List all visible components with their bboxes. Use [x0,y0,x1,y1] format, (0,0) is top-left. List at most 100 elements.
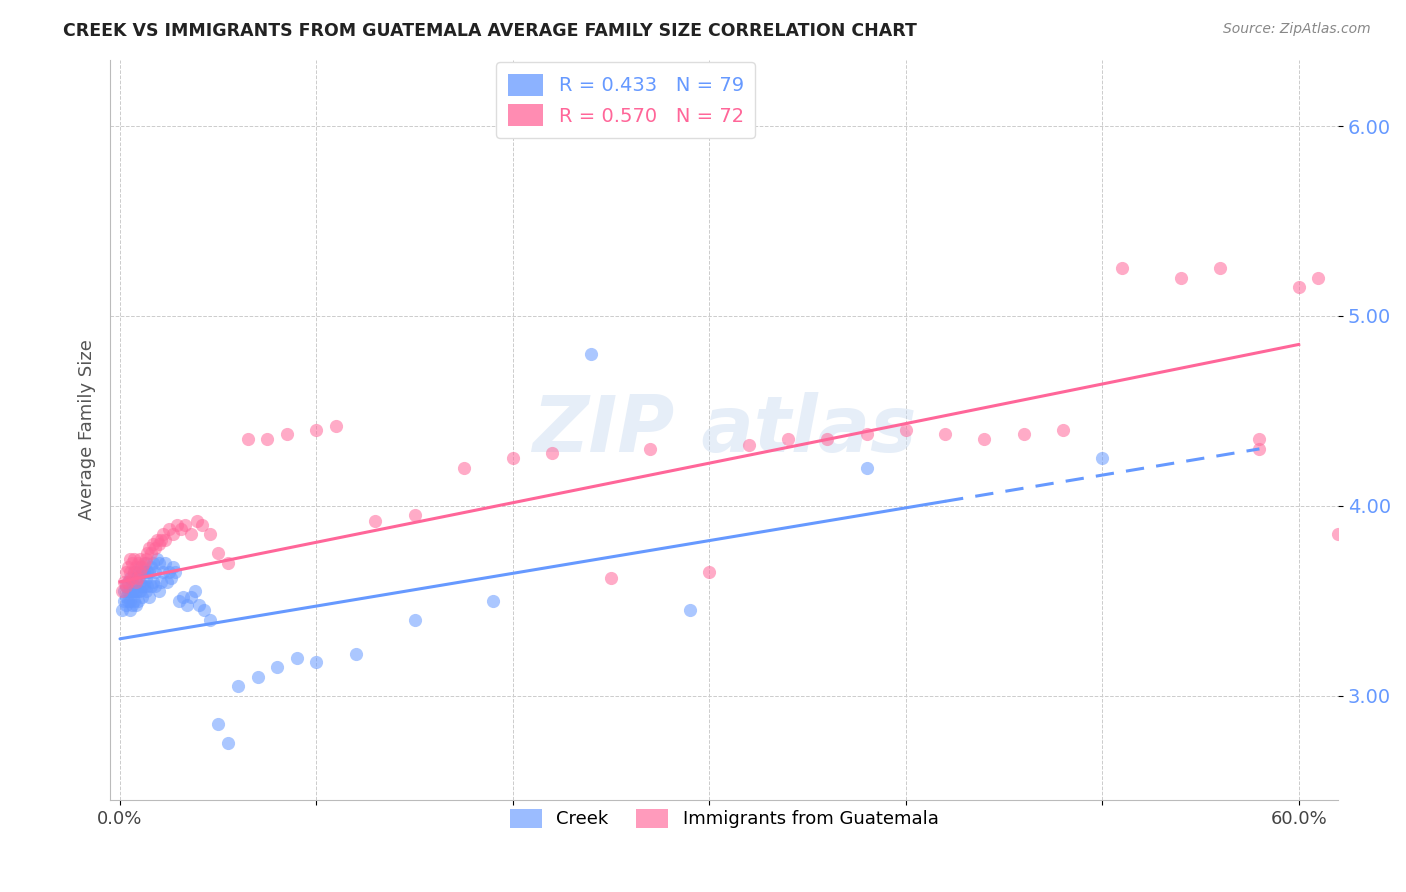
Point [131,566,153,580]
Point [1249,433,1271,447]
Point [117,559,139,574]
Point [132,566,155,580]
Point [127,584,149,599]
Point [160,571,183,585]
Point [115,579,138,593]
Point [143,566,166,580]
Point [115,598,138,612]
Point [1170,271,1192,285]
Point [152,527,174,541]
Point [122,566,145,580]
Point [815,433,838,447]
Point [217,556,239,570]
Point [131,579,153,593]
Point [1327,527,1350,541]
Point [1209,261,1232,276]
Point [142,574,165,589]
Point [135,552,157,566]
Point [127,556,149,570]
Point [128,574,150,589]
Point [150,533,173,547]
Point [163,566,186,580]
Point [266,660,288,674]
Point [127,571,149,585]
Point [344,647,367,661]
Point [121,571,143,585]
Point [187,598,209,612]
Point [125,598,148,612]
Point [699,566,721,580]
Point [121,574,143,589]
Point [153,556,176,570]
Point [128,559,150,574]
Point [156,574,179,589]
Point [640,442,662,456]
Point [141,546,163,560]
Point [135,571,157,585]
Point [115,566,138,580]
Point [973,433,995,447]
Point [121,584,143,599]
Point [141,579,163,593]
Point [1012,426,1035,441]
Point [541,446,564,460]
Point [679,603,702,617]
Point [136,566,159,580]
Point [152,566,174,580]
Point [1288,280,1310,294]
Point [157,522,180,536]
Point [111,603,134,617]
Point [170,522,193,536]
Point [894,423,917,437]
Point [453,461,475,475]
Point [142,556,165,570]
Point [191,517,214,532]
Point [125,571,148,585]
Point [121,556,143,570]
Point [112,584,135,599]
Point [138,566,160,580]
Point [236,433,259,447]
Point [502,451,524,466]
Point [112,594,135,608]
Point [193,603,215,617]
Point [128,584,150,599]
Point [173,517,195,532]
Point [305,655,328,669]
Point [364,514,387,528]
Point [207,717,229,731]
Point [1111,261,1133,276]
Point [138,541,160,555]
Point [148,584,170,599]
Point [404,613,426,627]
Point [115,579,138,593]
Point [122,584,145,599]
Point [183,584,205,599]
Point [118,552,141,566]
Point [117,574,139,589]
Point [138,590,160,604]
Point [150,574,173,589]
Point [118,594,141,608]
Point [143,579,166,593]
Point [127,566,149,580]
Text: ZIP atlas: ZIP atlas [531,392,917,468]
Point [117,594,139,608]
Point [122,552,145,566]
Point [180,527,202,541]
Point [143,541,166,555]
Point [131,590,153,604]
Y-axis label: Average Family Size: Average Family Size [79,340,96,520]
Point [118,584,141,599]
Point [166,517,188,532]
Legend: Creek, Immigrants from Guatemala: Creek, Immigrants from Guatemala [502,802,946,836]
Point [217,736,239,750]
Point [132,556,155,570]
Point [162,559,184,574]
Point [122,594,145,608]
Point [128,552,150,566]
Point [325,419,347,434]
Point [167,594,190,608]
Point [112,574,135,589]
Point [581,347,603,361]
